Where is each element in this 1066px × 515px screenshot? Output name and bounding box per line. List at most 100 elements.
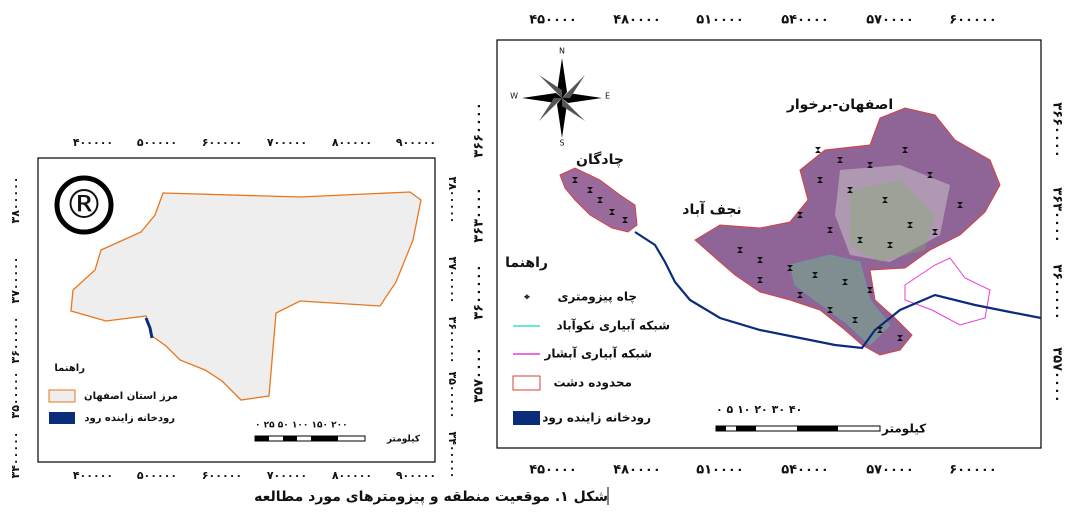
y-tick-label: ۳۵۰۰۰۰۰ [446, 372, 459, 419]
y-tick-label: ۳۶۰۰۰۰۰ [472, 264, 487, 320]
legend-title: راهنما [54, 363, 85, 374]
x-tick-label: ۶۰۰۰۰۰ [949, 463, 997, 478]
region-label: چادگان [576, 151, 624, 168]
well-marker [837, 157, 843, 163]
y-tick-label: ۳۴۰۰۰۰۰ [9, 432, 22, 479]
y-tick-label: ۳۷۰۰۰۰۰ [446, 257, 459, 304]
well-marker [902, 147, 908, 153]
x-tick-label: ۴۸۰۰۰۰ [613, 13, 661, 28]
well-marker [887, 242, 893, 248]
well-marker [797, 212, 803, 218]
well-marker [932, 229, 938, 235]
compass [522, 58, 602, 138]
abshar-network [904, 257, 991, 326]
well-marker [812, 272, 818, 278]
well-marker [817, 177, 823, 183]
well-marker [787, 265, 793, 271]
y-tick-label: ۳۶۰۰۰۰۰ [1050, 264, 1065, 320]
well-marker [797, 292, 803, 298]
legend-swatch [512, 375, 541, 391]
scale-bar [715, 425, 881, 432]
well-marker [857, 237, 863, 243]
scale-unit: کیلومتر [386, 435, 421, 445]
well-marker [867, 162, 873, 168]
y-tick-label: ۳۶۳۰۰۰۰ [1050, 187, 1065, 243]
x-tick-label: ۵۴۰۰۰۰ [781, 463, 829, 478]
y-tick-label: ۳۶۰۰۰۰۰ [446, 317, 459, 364]
x-tick-label: ۵۰۰۰۰۰ [137, 136, 177, 149]
legend-item: شبکه آبیاری آبشار [544, 346, 652, 361]
x-tick-label: ۷۰۰۰۰۰ [267, 136, 307, 149]
well-marker [622, 217, 628, 223]
registered-symbol: ® [64, 182, 104, 228]
scale-numbers: ۰ ۲۵ ۵۰ ۱۰۰ ۱۵۰ ۲۰۰ [255, 421, 348, 431]
x-tick-label: ۵۱۰۰۰۰ [696, 463, 744, 478]
registered-circle [54, 175, 114, 235]
x-tick-label: ۶۰۰۰۰۰ [202, 469, 242, 482]
legend-item: چاه پیزومتری [557, 290, 637, 305]
well-marker [847, 187, 853, 193]
well-marker [587, 187, 593, 193]
legend-title: راهنما [505, 255, 548, 271]
legend-swatch [49, 412, 75, 424]
legend-swatch [48, 389, 76, 403]
legend-item: مرز استان اصفهان [84, 391, 178, 402]
compass-n: N [559, 47, 565, 56]
chadegan-region [559, 167, 638, 233]
urban-area [835, 165, 950, 262]
legend-swatch [513, 411, 540, 425]
well-marker [757, 257, 763, 263]
scale-unit: کیلومتر [881, 422, 926, 437]
y-tick-label: ۳۵۷۰۰۰۰ [472, 347, 487, 403]
legend-item: رودخانه زاینده رود [84, 413, 175, 424]
x-tick-label: ۷۰۰۰۰۰ [267, 469, 307, 482]
legend-well-symbol: ⌖ [523, 292, 530, 303]
y-tick-label: ۳۵۰۰۰۰۰ [9, 372, 22, 419]
x-tick-label: ۴۸۰۰۰۰ [613, 463, 661, 478]
x-tick-label: ۵۱۰۰۰۰ [696, 13, 744, 28]
well-marker [737, 247, 743, 253]
y-tick-label: ۳۶۶۰۰۰۰ [1050, 102, 1065, 158]
x-tick-label: ۶۰۰۰۰۰ [949, 13, 997, 28]
well-marker [827, 307, 833, 313]
x-tick-label: ۴۰۰۰۰۰ [73, 136, 113, 149]
compass-w: W [510, 92, 518, 101]
x-tick-label: ۸۰۰۰۰۰ [332, 469, 372, 482]
compass-e: E [605, 92, 610, 101]
well-marker [882, 197, 888, 203]
x-tick-label: ۴۵۰۰۰۰ [529, 463, 577, 478]
legend-item: رودخانه زاینده رود [542, 411, 651, 426]
well-marker [927, 172, 933, 178]
well-marker [827, 227, 833, 233]
well-marker [757, 277, 763, 283]
region-label: نجف آباد [682, 200, 741, 218]
compass-s: S [559, 139, 564, 148]
y-tick-label: ۳۴۰۰۰۰۰ [446, 432, 459, 479]
scale-bar [254, 435, 366, 442]
well-marker [907, 222, 913, 228]
well-marker [867, 287, 873, 293]
well-marker [842, 279, 848, 285]
scale-numbers: ۰ ۵ ۱۰ ۲۰ ۳۰ ۴۰ [716, 403, 802, 416]
x-tick-label: ۴۰۰۰۰۰ [73, 469, 113, 482]
x-tick-label: ۶۰۰۰۰۰ [202, 136, 242, 149]
legend-item: شبکه آبیاری نکوآباد [556, 318, 670, 334]
well-marker [957, 202, 963, 208]
well-marker [597, 197, 603, 203]
well-marker [852, 317, 858, 323]
x-tick-label: ۵۷۰۰۰۰ [866, 463, 914, 478]
x-tick-label: ۵۷۰۰۰۰ [866, 13, 914, 28]
zayandeh-river [634, 231, 1042, 350]
y-tick-label: ۳۸۰۰۰۰۰ [9, 177, 22, 224]
river-left [144, 317, 154, 339]
well-marker [815, 147, 821, 153]
piezometer-wells [572, 147, 963, 341]
y-tick-label: ۳۶۶۰۰۰۰ [472, 102, 487, 158]
y-tick-label: ۳۸۰۰۰۰۰ [446, 177, 459, 224]
y-tick-label: ۳۷۰۰۰۰۰ [9, 257, 22, 304]
well-marker [897, 335, 903, 341]
y-tick-label: ۳۶۰۰۰۰۰ [9, 317, 22, 364]
y-tick-label: ۳۵۷۰۰۰۰ [1050, 347, 1065, 403]
